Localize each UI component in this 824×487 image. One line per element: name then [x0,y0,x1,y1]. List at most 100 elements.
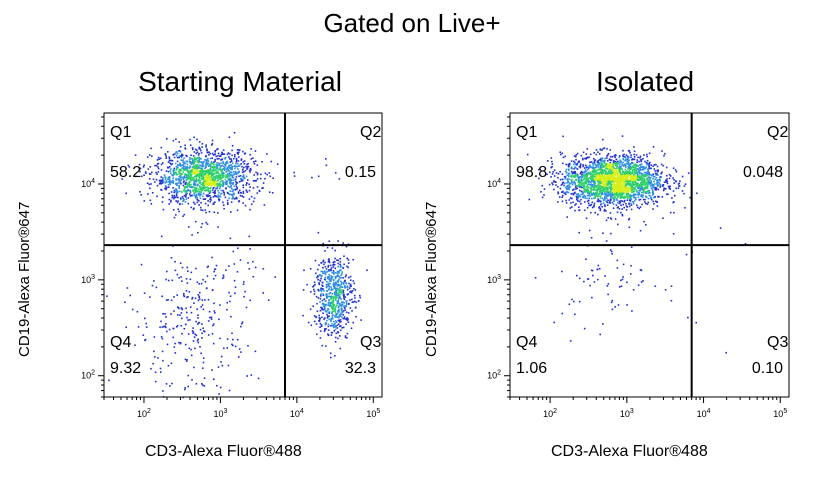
event-dot [205,194,208,197]
event-dot [206,149,208,152]
event-dot [629,184,632,187]
event-dot [335,289,338,292]
event-dot [617,196,619,198]
event-dot [207,320,210,322]
event-dot [189,195,192,197]
event-dot [232,344,234,347]
event-dot [610,196,612,199]
event-dot [172,197,175,200]
event-dot [642,181,645,184]
event-dot [226,308,228,311]
event-dot [588,172,591,175]
event-dot [200,352,202,355]
event-dot [685,253,688,256]
event-dot [199,346,201,348]
event-dot [695,321,697,324]
event-dot [346,317,348,319]
event-dot [198,204,200,206]
event-dot [604,205,606,208]
event-dot [193,151,196,153]
event-dot [628,159,630,162]
event-dot [322,266,324,269]
event-dot [636,161,638,163]
event-dot [644,181,646,183]
event-dot [348,276,350,279]
event-dot [638,176,641,178]
event-dot [341,311,344,314]
event-dot [231,176,234,179]
event-dot [189,157,191,159]
event-dot [209,152,212,155]
event-dot [208,210,211,213]
event-dot [226,181,228,184]
event-dot [640,269,643,272]
event-dot [237,247,239,250]
event-dot [634,184,636,186]
event-dot [168,176,171,179]
event-dot [256,173,259,176]
event-dot [316,302,318,305]
event-dot [176,201,179,204]
event-dot [323,298,325,300]
event-dot [185,169,187,171]
event-dot [650,167,652,170]
event-dot [598,190,601,193]
event-dot [623,196,626,198]
event-dot [188,180,191,183]
event-dot [626,161,629,163]
event-dot [641,194,643,197]
event-dot [639,189,641,191]
event-dot [655,176,658,179]
event-dot [174,188,177,190]
event-dot [317,231,320,234]
event-dot [227,172,229,175]
event-dot [646,203,649,205]
event-dot [328,280,331,282]
event-dot [238,164,241,167]
event-dot [572,189,574,191]
event-dot [575,154,577,156]
event-dot [215,187,217,190]
event-dot [332,285,335,288]
event-dot [597,174,599,176]
event-dot [234,154,236,156]
event-dot [318,317,321,319]
event-dot [621,194,623,197]
event-dot [619,180,621,182]
event-dot [322,242,324,245]
event-dot [154,164,156,167]
event-dot [330,268,332,271]
event-dot [563,184,565,187]
event-dot [338,291,340,294]
event-dot [178,150,180,153]
event-dot [160,235,163,238]
event-dot [326,283,329,285]
event-dot [313,320,316,323]
event-dot [586,180,589,183]
event-dot [234,165,237,168]
event-dot [189,144,192,146]
event-dot [221,174,224,176]
event-dot [603,180,606,183]
event-dot [587,189,589,192]
event-dot [631,159,633,161]
event-dot [609,164,611,167]
event-dot [580,170,583,173]
event-dot [645,202,647,205]
event-dot [590,269,593,272]
event-dot [332,283,334,286]
event-dot [592,162,595,165]
event-dot [337,331,339,333]
event-dot [262,268,265,270]
event-dot [170,201,172,203]
event-dot [177,200,179,202]
event-dot [147,193,149,195]
event-dot [618,165,620,168]
event-dot [571,172,574,174]
event-dot [593,152,595,154]
event-dot [216,165,219,168]
event-dot [193,175,196,178]
event-dot [647,168,649,171]
event-dot [611,174,613,177]
event-dot [218,199,220,202]
